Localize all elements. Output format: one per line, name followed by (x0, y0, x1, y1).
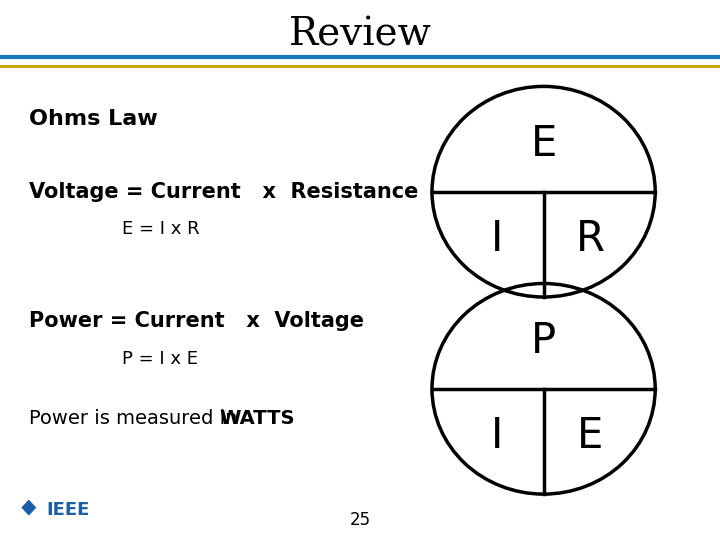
Polygon shape (22, 501, 35, 515)
Text: Power = Current   x  Voltage: Power = Current x Voltage (29, 311, 364, 332)
Text: E = I x R: E = I x R (122, 220, 200, 239)
Text: WATTS: WATTS (220, 409, 295, 428)
Text: Review: Review (289, 17, 431, 53)
Text: 25: 25 (349, 511, 371, 529)
Text: I: I (490, 218, 503, 260)
Text: I: I (490, 415, 503, 457)
Text: Power is measured in: Power is measured in (29, 409, 243, 428)
Text: E: E (577, 415, 603, 457)
Text: Voltage = Current   x  Resistance: Voltage = Current x Resistance (29, 181, 418, 202)
Text: P = I x E: P = I x E (122, 350, 199, 368)
Text: IEEE: IEEE (47, 501, 90, 519)
Text: E: E (531, 123, 557, 165)
Text: Ohms Law: Ohms Law (29, 109, 158, 129)
Text: P: P (531, 320, 556, 362)
Text: R: R (576, 218, 605, 260)
